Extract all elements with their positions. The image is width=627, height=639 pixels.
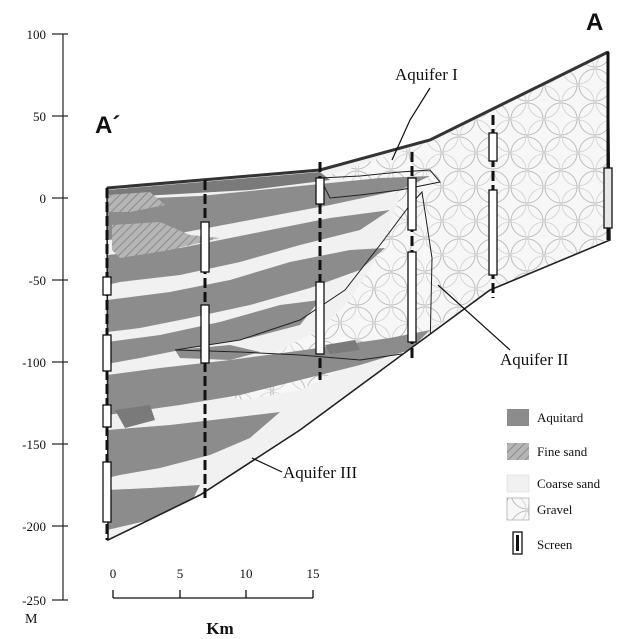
screen-marker	[102, 276, 112, 296]
legend-label-screen: Screen	[537, 537, 573, 552]
legend-label-aquitard: Aquitard	[537, 410, 584, 425]
section-label-left: A´	[95, 112, 120, 139]
legend: Aquitard Fine sand Coarse sand Gravel Sc…	[506, 409, 601, 555]
legend-swatch-gravel	[506, 497, 530, 521]
ytick-label: -50	[29, 273, 46, 288]
aquifer-3-label: Aquifer III	[283, 463, 357, 482]
scale-tick-label: 15	[307, 566, 320, 581]
screen-marker	[102, 461, 112, 523]
screen-marker	[488, 132, 498, 162]
ground-surface	[106, 50, 609, 190]
elevation-axis: 100 50 0 -50 -100 -150 -200 -250 M	[22, 27, 68, 627]
scale-tick-label: 5	[177, 566, 184, 581]
scale-tick-label: 0	[110, 566, 117, 581]
aquifer-annotations: Aquifer I Aquifer II Aquifer III	[251, 65, 569, 482]
screen-marker	[200, 221, 210, 273]
section-label-right: A	[586, 9, 603, 36]
axis-unit-label: M	[25, 612, 38, 627]
screen-marker	[102, 334, 112, 372]
legend-label-fine-sand: Fine sand	[537, 444, 588, 459]
screen-marker	[315, 281, 325, 355]
ytick-label: -150	[22, 437, 46, 452]
legend-label-gravel: Gravel	[537, 502, 573, 517]
legend-label-coarse-sand: Coarse sand	[537, 476, 601, 491]
scale-unit-label: Km	[206, 619, 233, 638]
screen-marker	[603, 167, 613, 229]
scale-tick-label: 10	[240, 566, 253, 581]
ytick-label: -250	[22, 593, 46, 608]
ytick-label: 50	[33, 109, 46, 124]
legend-swatch-coarse-sand	[506, 474, 530, 493]
screen-marker	[488, 189, 498, 276]
cross-section	[107, 52, 610, 540]
screen-marker	[407, 251, 417, 343]
ytick-label: -100	[22, 355, 46, 370]
screen-marker	[407, 177, 417, 231]
screen-marker	[102, 404, 112, 428]
ytick-label: 100	[27, 27, 47, 42]
aquifer-1-label: Aquifer I	[395, 65, 458, 84]
aquifer-2-label: Aquifer II	[500, 350, 569, 369]
wells	[102, 52, 613, 540]
screen-marker	[200, 304, 210, 364]
legend-swatch-aquitard	[507, 409, 529, 426]
ytick-label: 0	[40, 191, 47, 206]
screen-marker	[315, 177, 325, 205]
ytick-label: -200	[22, 519, 46, 534]
scale-bar: 0 5 10 15 Km	[110, 566, 320, 638]
legend-swatch-fine-sand	[507, 443, 529, 460]
